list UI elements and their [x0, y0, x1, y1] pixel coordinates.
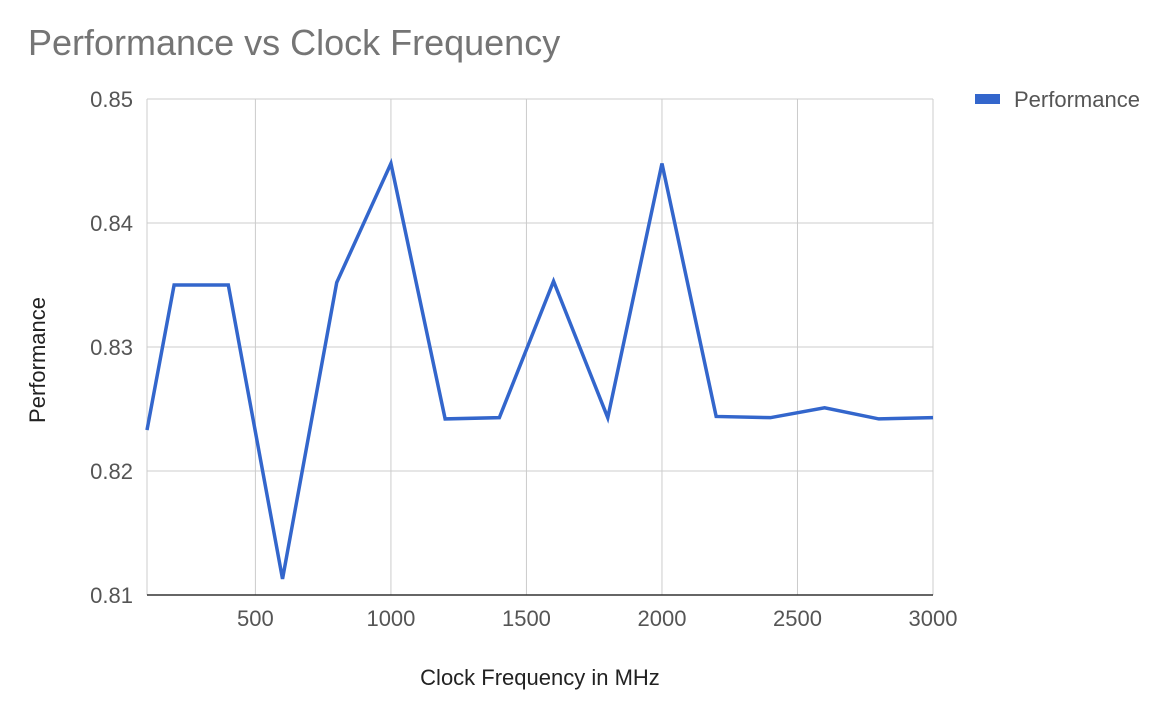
- x-tick-label: 2500: [773, 606, 822, 631]
- grid: [147, 99, 933, 595]
- series-line-performance: [147, 163, 933, 578]
- series-layer: [147, 163, 933, 578]
- x-tick-label: 1000: [366, 606, 415, 631]
- legend-label: Performance: [1014, 87, 1140, 112]
- x-tick-label: 1500: [502, 606, 551, 631]
- x-tick-label: 2000: [637, 606, 686, 631]
- y-tick-label: 0.84: [90, 211, 133, 236]
- x-axis-label: Clock Frequency in MHz: [420, 665, 660, 690]
- y-axis-label: Performance: [25, 297, 50, 423]
- legend: Performance: [975, 87, 1140, 112]
- y-tick-label: 0.83: [90, 335, 133, 360]
- legend-swatch: [975, 94, 1000, 104]
- y-tick-label: 0.82: [90, 459, 133, 484]
- y-tick-label: 0.85: [90, 87, 133, 112]
- x-tick-label: 3000: [909, 606, 958, 631]
- y-tick-label: 0.81: [90, 583, 133, 608]
- x-tick-label: 500: [237, 606, 274, 631]
- chart-title: Performance vs Clock Frequency: [28, 22, 560, 63]
